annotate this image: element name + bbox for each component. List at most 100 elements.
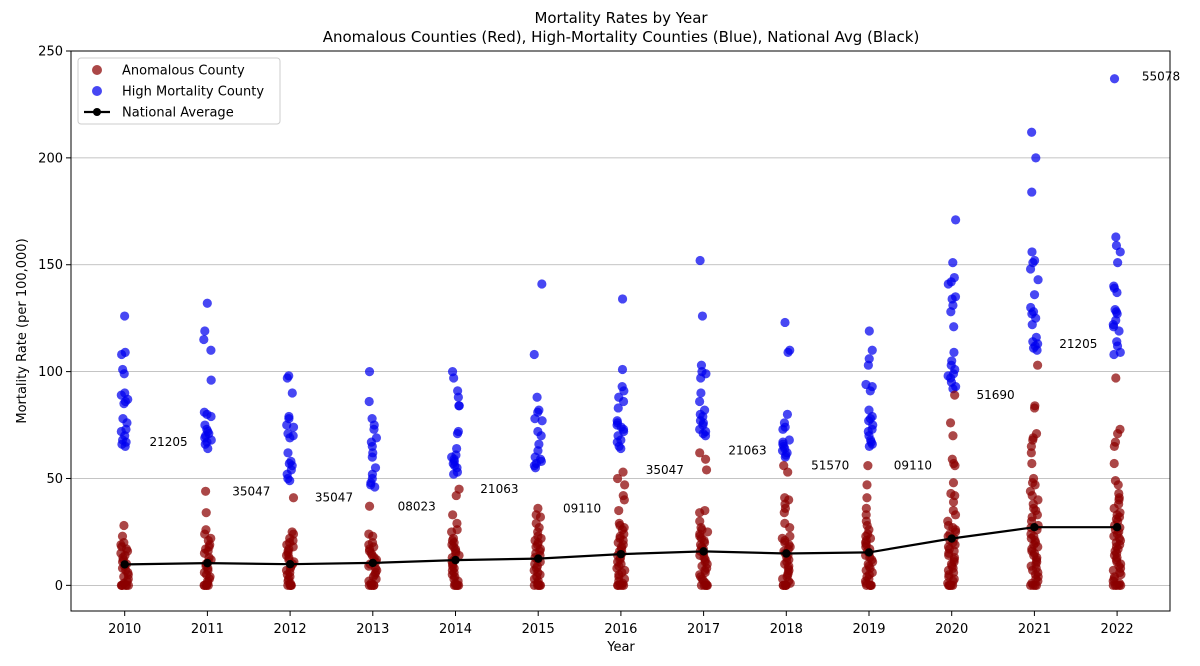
y-tick-label: 50 — [46, 472, 63, 487]
anomalous-county-point — [452, 580, 463, 590]
national-average-marker — [120, 560, 129, 569]
y-tick-label: 150 — [38, 258, 63, 273]
x-tick-label: 2017 — [687, 622, 720, 637]
high-mortality-county-point — [120, 311, 130, 321]
anomalous-county-point — [1029, 403, 1040, 413]
high-mortality-county-point — [532, 392, 542, 402]
county-annotation: 35047 — [315, 491, 353, 505]
high-mortality-county-point — [537, 279, 547, 289]
x-tick-label: 2015 — [522, 622, 555, 637]
x-tick-label: 2010 — [108, 622, 141, 637]
anomalous-county-point — [614, 505, 624, 516]
high-mortality-county-point — [1113, 258, 1123, 268]
national-average-marker — [203, 558, 212, 568]
high-mortality-county-point — [206, 345, 216, 355]
high-mortality-county-point — [367, 452, 377, 462]
axes: 0 50 100 150 200 250 2010 2011 2012 2013 2014 2015 2… — [38, 45, 1133, 638]
high-mortality-county-point — [199, 334, 209, 345]
county-annotation: 21205 — [1059, 337, 1097, 351]
high-mortality-county-point — [206, 411, 216, 422]
high-mortality-county-point — [696, 373, 706, 383]
anomalous-county-point — [861, 503, 871, 514]
x-tick-label: 2019 — [852, 622, 885, 637]
high-mortality-county-point — [536, 431, 546, 441]
high-mortality-county-point — [1025, 264, 1036, 274]
anomalous-county-point — [119, 520, 129, 531]
high-mortality-county-point — [120, 441, 130, 452]
anomalous-county-point — [866, 580, 876, 590]
county-annotation: 51570 — [811, 459, 849, 473]
anomalous-county-point — [1026, 448, 1036, 458]
high-mortality-county-point — [949, 347, 959, 357]
anomalous-county-point — [945, 418, 956, 428]
anomalous-county-point — [701, 465, 712, 475]
high-mortality-county-point — [369, 424, 379, 434]
anomalous-county-point — [364, 501, 375, 511]
legend-marker-swatch — [92, 65, 102, 75]
anomalous-county-point — [778, 580, 789, 590]
anomalous-county-point — [948, 497, 959, 507]
anomalous-county-point — [1026, 441, 1036, 452]
anomalous-county-point — [863, 461, 873, 471]
high-mortality-county-point — [949, 322, 959, 332]
anomalous-county-point — [862, 493, 872, 503]
anomalous-county-point — [368, 531, 378, 541]
national-average-marker — [864, 548, 874, 557]
high-mortality-county-point — [1111, 232, 1121, 242]
anomalous-county-point — [448, 510, 458, 520]
high-mortality-county-point — [283, 448, 293, 458]
anomalous-county-point — [948, 431, 958, 441]
legend-label: Anomalous County — [122, 64, 245, 79]
national-average-marker — [285, 559, 295, 569]
anomalous-county-point — [201, 508, 211, 518]
anomalous-county-point — [1109, 441, 1119, 452]
national-average-marker — [616, 549, 626, 559]
anomalous-county-point — [862, 480, 872, 490]
x-tick-label: 2021 — [1018, 622, 1051, 637]
y-axis-label: Mortality Rate (per 100,000) — [15, 238, 30, 423]
anomalous-county-point — [285, 580, 295, 590]
high-mortality-county-point — [1027, 187, 1037, 197]
high-mortality-county-point — [364, 367, 375, 377]
anomalous-county-point — [861, 510, 871, 520]
national-average-marker — [947, 534, 956, 543]
high-mortality-county-point — [700, 431, 711, 441]
anomalous-county-point — [779, 508, 789, 518]
national-average-marker — [368, 558, 377, 568]
grid-lines — [71, 50, 1170, 586]
high-mortality-county-point — [529, 349, 539, 360]
anomalous-county-point — [1114, 580, 1124, 590]
high-mortality-county-point — [449, 373, 459, 383]
high-mortality-county-point — [282, 373, 292, 383]
legend-label: High Mortality County — [122, 85, 264, 100]
y-tick-label: 0 — [55, 579, 63, 594]
anomalous-county-point — [1033, 360, 1043, 370]
high-mortality-county-point — [613, 403, 623, 413]
x-axis-label: Year — [606, 640, 635, 655]
high-mortality-county-point — [119, 369, 129, 379]
high-mortality-county-point — [530, 414, 540, 424]
county-annotation: 21205 — [150, 435, 188, 449]
high-mortality-county-point — [863, 360, 873, 370]
high-mortality-county-point — [864, 326, 874, 336]
high-mortality-county-point — [454, 401, 464, 411]
high-mortality-county-point — [1032, 345, 1042, 355]
high-mortality-county-point — [1112, 287, 1122, 298]
county-annotation: 21063 — [480, 482, 518, 496]
anomalous-county-point — [620, 480, 630, 490]
anomalous-county-point — [1109, 458, 1119, 469]
high-mortality-county-point — [951, 215, 961, 225]
high-mortality-county-point — [288, 422, 299, 432]
high-mortality-county-point — [1109, 349, 1119, 360]
high-mortality-county-point — [1109, 74, 1120, 84]
anomalous-county-point — [613, 580, 623, 590]
high-mortality-county-point — [948, 258, 958, 268]
county-annotation: 35047 — [232, 484, 270, 498]
chart-subtitle: Anomalous Counties (Red), High-Mortality… — [323, 28, 920, 46]
anomalous-county-point — [696, 580, 707, 590]
anomalous-county-point — [1030, 480, 1040, 490]
high-mortality-county-point — [1115, 247, 1125, 257]
anomalous-county-point — [950, 390, 960, 400]
high-mortality-county-point — [1027, 319, 1037, 330]
annotations: 21205 35047 35047 08023 21063 09110 35047 21063… — [150, 70, 1181, 516]
